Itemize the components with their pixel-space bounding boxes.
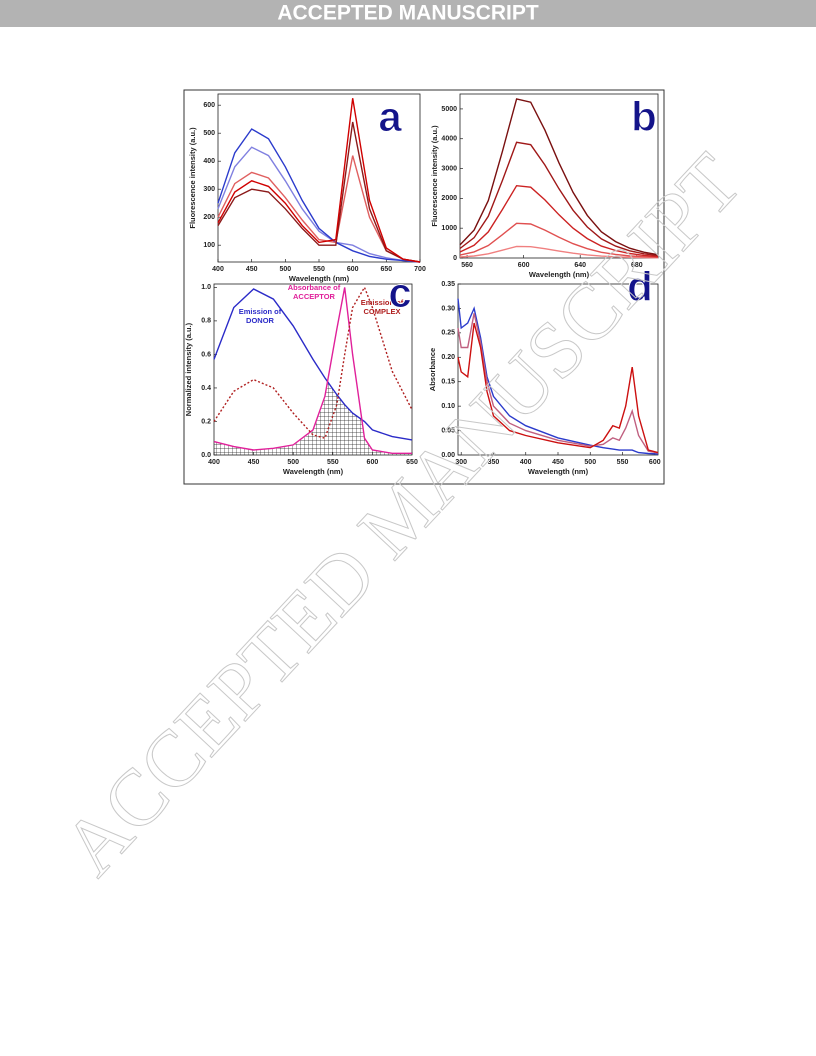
y-tick-label: 1000 [441,225,457,232]
chart-panel: 400 450 500 550 600 650 700100200300400500600W… [188,93,426,283]
y-tick-label: 0.15 [441,379,455,386]
x-axis-label: Wavelength (nm) [528,467,589,476]
series-line [217,98,421,263]
x-tick-label: 550 [327,459,339,466]
x-tick-label: 450 [552,459,564,466]
y-axis-label: Fluorescence intensity (a.u.) [188,127,197,229]
x-tick-label: 400 [520,459,532,466]
annotation: COMPLEX [363,307,400,316]
y-tick-label: 0.00 [441,452,455,459]
x-tick-label: 350 [488,459,500,466]
y-tick-label: 2000 [441,195,457,202]
series-line [457,298,659,455]
y-tick-label: 4000 [441,136,457,143]
y-tick-label: 0 [453,255,457,262]
x-tick-label: 600 [367,459,379,466]
annotation: Absorbance of [288,283,341,292]
series-line [457,322,659,454]
series-line [217,121,421,263]
y-tick-label: 0.20 [441,354,455,361]
y-axis-label: Absorbance [428,348,437,391]
series-line [213,285,413,440]
y-tick-label: 500 [203,130,215,137]
annotation: Emission of [239,307,282,316]
x-tick-label: 400 [208,459,220,466]
figure-frame [183,89,665,485]
y-tick-label: 3000 [441,165,457,172]
x-tick-label: 300 [455,459,467,466]
series-line [459,245,659,259]
y-tick-label: 0.8 [201,318,211,325]
panel-label: b [631,93,657,140]
series-line [213,288,413,441]
y-tick-label: 5000 [441,106,457,113]
plot-area [459,93,659,259]
panel-label: c [388,269,411,316]
y-tick-label: 0.0 [201,452,211,459]
series-line [457,313,659,454]
y-tick-label: 0.10 [441,403,455,410]
x-axis-label: Wavelength (nm) [529,270,590,279]
y-tick-label: 1.0 [201,284,211,291]
x-axis-label: Wavelength (nm) [289,274,350,283]
x-tick-label: 500 [584,459,596,466]
y-tick-label: 300 [203,186,215,193]
y-tick-label: 0.6 [201,351,211,358]
x-tick-label: 450 [248,459,260,466]
y-tick-label: 0.25 [441,330,455,337]
banner-text: ACCEPTED MANUSCRIPT [277,2,539,25]
x-tick-label: 550 [313,266,325,273]
x-tick-label: 600 [347,266,359,273]
x-tick-label: 400 [212,266,224,273]
x-tick-label: 680 [631,262,643,269]
chart-panel: 300 350 400 450 500 550 600 0.00 0.05 0.10 0.15 0.2… [428,263,661,476]
x-tick-label: 500 [279,266,291,273]
y-tick-label: 400 [203,158,215,165]
series-line [459,184,659,258]
x-tick-label: 640 [574,262,586,269]
y-tick-label: 100 [203,242,215,249]
series-line [217,146,421,263]
panel-label: a [378,93,402,140]
x-tick-label: 560 [461,262,473,269]
x-tick-label: 550 [617,459,629,466]
banner-bar [0,0,816,27]
y-axis-label: Fluorescence intensity (a.u.) [430,125,439,227]
annotation: ACCEPTOR [293,292,336,301]
y-tick-label: 0.30 [441,305,455,312]
series-line [459,141,659,257]
y-tick-label: 0.4 [201,385,211,392]
series-line [459,222,659,258]
x-tick-label: 500 [287,459,299,466]
x-tick-label: 650 [380,266,392,273]
series-line [459,98,659,256]
y-tick-label: 0.35 [441,281,455,288]
y-axis-label: Normalized intensity (a.u.) [184,322,193,416]
y-tick-label: 200 [203,214,215,221]
x-tick-label: 600 [518,262,530,269]
series-line [213,287,412,454]
x-tick-label: 600 [649,459,661,466]
annotation: DONOR [246,316,275,325]
y-tick-label: 600 [203,102,215,109]
y-tick-label: 0.05 [441,427,455,434]
x-tick-label: 700 [414,266,426,273]
x-axis-label: Wavelength (nm) [283,467,344,476]
panel-label: d [627,263,653,310]
chart-panel: 560 600 640 680 0 1000 2000 3000 4000 5000 Wavelen… [430,93,659,279]
annotation: Emission of [361,298,404,307]
y-tick-label: 0.2 [201,418,211,425]
x-tick-label: 450 [246,266,258,273]
series-line [217,128,421,263]
x-tick-label: 650 [406,459,418,466]
